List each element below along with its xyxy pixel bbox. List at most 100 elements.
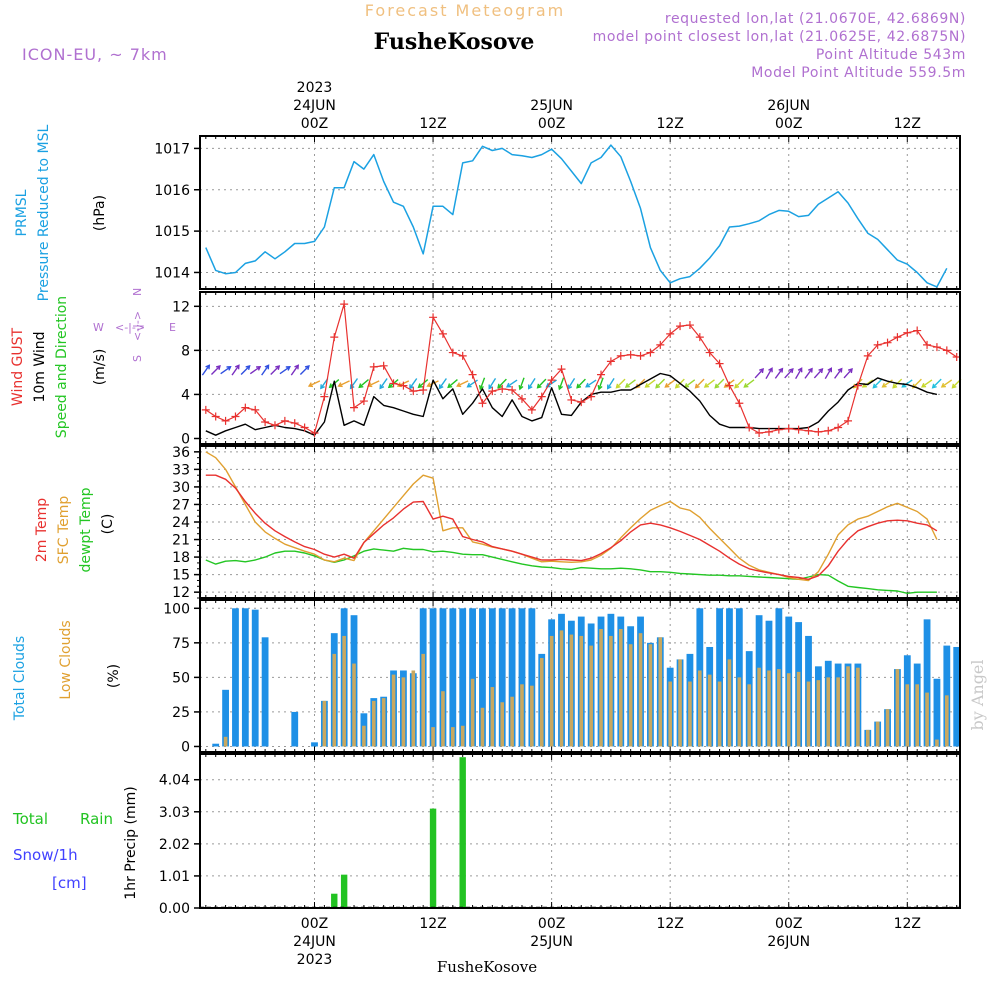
- wind-arrow-shaft: [664, 379, 676, 388]
- wind-arrow-head: [694, 383, 700, 389]
- wind-gust-marker: [725, 381, 734, 390]
- total-clouds-bar: [508, 608, 516, 747]
- total-clouds-bar: [923, 619, 931, 747]
- wind-gust-marker: [893, 333, 902, 342]
- wind-arrow-shaft: [714, 378, 725, 389]
- wind-arrow-shaft: [684, 379, 696, 388]
- wind-arrow-shaft: [456, 380, 469, 387]
- wind-direction-arrow: [834, 367, 843, 379]
- wind-arrow-head: [518, 384, 524, 391]
- wind-arrow-head: [635, 383, 641, 389]
- low-clouds-bar: [885, 709, 890, 747]
- low-clouds-bar: [767, 670, 771, 747]
- y-tick-label: 21: [172, 533, 190, 549]
- wind-gust-marker: [468, 370, 477, 379]
- wind-arrow-shaft: [645, 379, 656, 388]
- wind-direction-arrow: [940, 379, 953, 388]
- rain-bar: [459, 757, 466, 908]
- low-clouds-bar: [510, 696, 514, 747]
- wind-arrow-head: [778, 367, 784, 373]
- wind-10m-line: [205, 372, 938, 436]
- low-clouds-bar: [371, 700, 376, 747]
- wind-gust-marker: [478, 399, 487, 408]
- wind-arrow-shaft: [231, 364, 240, 376]
- prmsl-line: [205, 144, 948, 288]
- wind-gust-marker: [290, 419, 299, 428]
- wind-direction-arrow: [438, 378, 447, 390]
- wind-gust-marker: [636, 351, 645, 360]
- wind-gust-marker: [498, 384, 507, 393]
- wind-arrow-shaft: [506, 379, 518, 388]
- total-clouds-label: Total Clouds: [12, 636, 28, 721]
- wind-direction-arrow: [488, 377, 497, 390]
- y-tick-label: 12: [172, 299, 190, 315]
- snow-label: Snow/1h: [13, 846, 78, 864]
- y-tick-label: 1017: [154, 141, 190, 157]
- wind-arrow-shaft: [813, 368, 823, 379]
- low-clouds-bar: [925, 692, 929, 747]
- wind-direction-arrow: [505, 379, 518, 388]
- wind-arrow-head: [379, 384, 385, 390]
- wind-direction-arrow: [931, 378, 942, 389]
- wind-gust-marker: [695, 333, 704, 342]
- wind-direction-arrow: [426, 380, 439, 388]
- sfc-temp-line: [205, 451, 938, 582]
- wind-direction-arrow: [409, 378, 418, 390]
- wind-gust-marker: [824, 426, 833, 435]
- low-clouds-bar: [569, 634, 574, 747]
- wind-arrow-head: [644, 383, 650, 388]
- low-clouds-bar: [352, 663, 356, 747]
- wind-direction-arrow: [466, 379, 478, 388]
- wind-arrow-shaft: [941, 379, 953, 388]
- top-time-label: 12Z: [419, 116, 446, 132]
- wind-gust-marker: [567, 395, 576, 404]
- wind-gust-marker: [547, 376, 556, 385]
- low-clouds-bar: [806, 681, 811, 747]
- wind-arrow-head: [940, 382, 946, 388]
- low-clouds-bar: [945, 695, 949, 747]
- wind-arrow-shaft: [754, 368, 764, 379]
- wind-arrow-head: [892, 383, 898, 389]
- wind-arrow-head: [497, 383, 503, 389]
- wind-direction-arrow: [734, 378, 745, 389]
- wind-arrow-shaft: [567, 377, 576, 389]
- wind-direction-arrow: [240, 365, 251, 375]
- snow-unit-label: [cm]: [52, 874, 87, 892]
- wind-direction-arrow: [518, 377, 525, 391]
- wind-direction-arrow: [804, 367, 813, 379]
- low-clouds-bar: [599, 629, 603, 747]
- wind-arrow-shaft: [528, 377, 536, 389]
- wind-gust-marker: [942, 346, 951, 355]
- wind-direction-arrow: [765, 367, 773, 380]
- wind-arrow-shaft: [795, 367, 803, 380]
- wind-direction-arrow: [597, 377, 604, 391]
- wind-panel: Wind GUST 10m Wind Speed and Direction (…: [10, 288, 962, 447]
- wind-direction-arrow: [456, 380, 469, 388]
- app-title: Forecast Meteogram: [365, 1, 565, 20]
- total-clouds-bar: [232, 608, 239, 747]
- wind-arrow-head: [205, 364, 211, 370]
- low-clouds-bar: [431, 727, 435, 747]
- wind-direction-arrow: [881, 379, 893, 388]
- wind-arrow-shaft: [210, 365, 221, 375]
- wind-arrow-head: [215, 365, 221, 370]
- wind-arrow-shaft: [220, 366, 231, 375]
- wind-gust-marker: [774, 425, 783, 434]
- total-clouds-bar: [716, 608, 723, 747]
- low-clouds-bar: [421, 653, 425, 747]
- wind-gust-line: [205, 303, 958, 434]
- wind-arrow-shaft: [598, 377, 604, 390]
- rain-bar: [340, 874, 348, 908]
- wind-gust-marker: [903, 328, 912, 337]
- y-tick-label: 2.02: [159, 837, 190, 853]
- wind-direction-arrow: [299, 365, 310, 375]
- low-clouds-bar: [816, 680, 821, 747]
- low-clouds-bar: [875, 721, 880, 747]
- wind-arrow-shaft: [358, 379, 369, 388]
- wind-gust-marker: [379, 361, 388, 370]
- wind-arrow-head: [714, 383, 720, 389]
- wind-arrow-head: [606, 384, 612, 390]
- top-time-label: 24JUN: [293, 98, 336, 114]
- y-tick-label: 18: [172, 550, 190, 566]
